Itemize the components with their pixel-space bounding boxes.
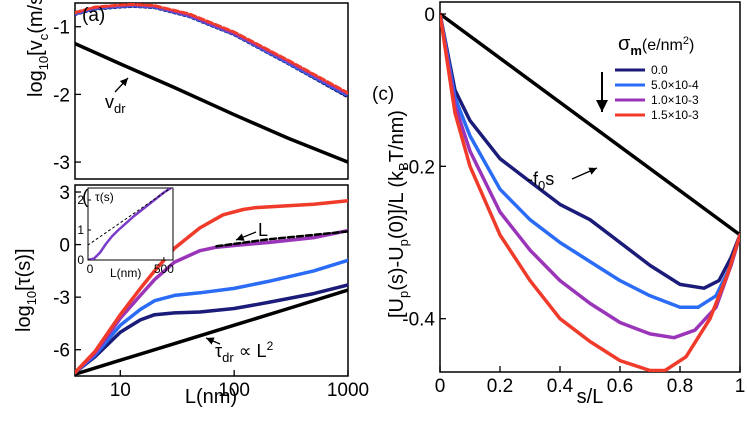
- panel-c-series-1-0-10-3: [440, 12, 740, 340]
- panel-c-series-0-0: [440, 12, 740, 290]
- inset-ytick-label: 2: [77, 193, 84, 207]
- panel-b-plot: [75, 199, 348, 376]
- panel-a-frame: [74, 2, 349, 180]
- inset-xtick-label: 0: [87, 262, 94, 276]
- panel-c-ytick-label: 0: [424, 5, 435, 26]
- arrow-tau-dr: [205, 337, 221, 345]
- annotation-tau-dr: τdr ∝ L2: [215, 339, 274, 365]
- panel-b-ytick-label: 0: [59, 236, 70, 257]
- panel-b-xtick-label: 100: [218, 380, 250, 401]
- panel-b-frame: [74, 184, 349, 377]
- panel-a-plot: [75, 3, 348, 164]
- panel-c-xtick-label: 0.8: [667, 376, 693, 397]
- inset-axes: 2 1 00 500: [77, 193, 174, 276]
- inset-series-inset-curve: [88, 188, 173, 260]
- panel-b-xtick-label: 1000: [327, 380, 369, 401]
- panel-c-xlabel: s/L: [577, 386, 604, 408]
- panel-c-series-5-0-10-4: [440, 12, 740, 310]
- panel-c-series-1-5-10-3: [440, 12, 740, 372]
- inset-plot: [88, 188, 173, 260]
- inset-ytick-label: 0: [77, 253, 84, 267]
- legend-entry: 0.0: [651, 63, 668, 77]
- panel-b-series-l-dashed-: [215, 230, 348, 248]
- panel-b-series-sigma-1-0e-3: [75, 228, 348, 375]
- panel-b-series-sigma-0-0: [75, 283, 348, 375]
- panel-b-xlabel: L(nm): [185, 386, 237, 408]
- legend: σm(e/nm2) 0.05.0×10-41.0×10-31.5×10-3: [596, 33, 699, 122]
- arrow-f0s: [571, 167, 598, 180]
- legend-title: σm(e/nm2): [618, 33, 694, 58]
- inset-xlabel: L(nm): [110, 266, 141, 280]
- inset-ytick-label: 1: [77, 223, 84, 237]
- panel-b-series-sigma-1-5e-3: [75, 199, 348, 375]
- panel-c-label: (c): [372, 84, 394, 105]
- legend-entry: 1.0×10-3: [651, 93, 699, 107]
- panel-a-series-vdr: [75, 41, 348, 164]
- panel-c-ytick-label: -0.2: [402, 157, 435, 178]
- panel-a-ytick-label: -3: [53, 153, 70, 174]
- panel-a-series-sigma-0-0: [75, 4, 348, 99]
- annotation-L: L: [258, 220, 268, 240]
- panel-c-xtick-label: 0: [435, 376, 446, 397]
- legend-entry: 1.5×10-3: [651, 108, 699, 122]
- arrow-vdr: [114, 77, 129, 93]
- panel-c-xtick-label: 0.4: [547, 376, 574, 397]
- panel-c-plot: [440, 12, 740, 372]
- panel-b-ytick-label: 3: [59, 183, 70, 204]
- panel-b-axes: 30-3-610 100 1000: [53, 183, 369, 401]
- panel-c-axes: 0 -0.2 -0.4 0 0.2 0.4 0.6 0.8 1: [402, 5, 745, 397]
- panel-c-xtick-label: 0.6: [607, 376, 633, 397]
- panel-c-frame: [439, 1, 741, 373]
- panel-b-ytick-label: -3: [53, 288, 70, 309]
- panel-c-ytick-label: -0.4: [402, 310, 435, 331]
- panel-c-series--f0s: [440, 12, 740, 237]
- inset-xtick-label: 500: [154, 262, 174, 276]
- annotation-f0s: -f0s: [527, 169, 554, 193]
- panel-c-xtick-label: 1: [735, 376, 746, 397]
- arrow-L: [235, 231, 257, 241]
- panel-b-xtick-label: 10: [110, 380, 131, 401]
- panel-a-series-sigma-1-5e-3: [75, 3, 348, 95]
- panel-a-axes: -1 -2 -3: [53, 18, 81, 174]
- panel-b-series-tau-dr: [75, 288, 348, 376]
- panel-b-series-sigma-5-0e-4: [75, 258, 348, 375]
- panel-a-label: (a): [82, 5, 105, 26]
- panel-c-xtick-label: 0.2: [487, 376, 513, 397]
- panel-b-ytick-label: -6: [53, 341, 70, 362]
- panel-a-ylabel: log10[vc(m/s)]: [25, 0, 51, 97]
- panel-b-ylabel: log10[τ(s)]: [13, 248, 39, 332]
- annotation-vdr: vdr: [105, 92, 126, 116]
- panel-a-series-sigma-1-0e-3: [75, 3, 348, 96]
- inset-series-inset-dotted: [88, 188, 172, 246]
- legend-entry: 5.0×10-4: [651, 78, 699, 92]
- panel-a-ytick-label: -1: [53, 18, 70, 39]
- panel-a-series-sigma-5-0e-4: [75, 4, 348, 98]
- inset-title: τ(s): [95, 190, 114, 204]
- panel-a-ytick-label: -2: [53, 85, 70, 106]
- panel-c-ylabel: [Up(s)-Up(0)]/L (kBT/nm): [386, 110, 411, 318]
